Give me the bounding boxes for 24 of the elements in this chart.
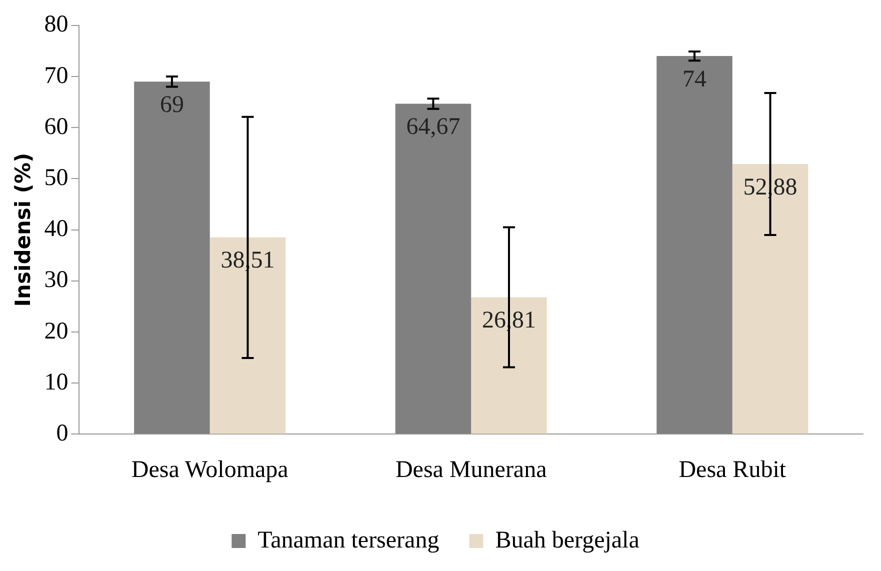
data-label: 74: [682, 66, 706, 92]
y-tick-label: 80: [44, 12, 68, 38]
bar: [210, 237, 286, 434]
legend-label: Buah bergejala: [495, 527, 640, 554]
y-tick-label: 50: [44, 164, 68, 191]
bar: [134, 82, 210, 434]
y-tick-label: 40: [44, 216, 68, 242]
data-label: 69: [160, 92, 184, 118]
x-tick-label: Desa Rubit: [678, 456, 786, 483]
x-tick-label: Desa Wolomapa: [131, 456, 289, 483]
bar: [656, 56, 732, 434]
x-tick-label: Desa Munerana: [395, 456, 548, 483]
y-tick-label: 20: [44, 318, 68, 344]
y-axis-title: Insidensi (%): [11, 152, 36, 307]
bar: [395, 104, 472, 434]
bar: [732, 164, 808, 434]
y-tick-label: 30: [44, 267, 68, 294]
data-label: 64,67: [406, 114, 460, 140]
legend-label: Tanaman terserang: [258, 527, 440, 554]
y-tick-label: 60: [44, 114, 68, 140]
y-tick-label: 0: [56, 420, 68, 446]
y-tick-label: 10: [44, 369, 68, 396]
bar: [471, 297, 547, 434]
y-tick-label: 70: [44, 62, 68, 89]
